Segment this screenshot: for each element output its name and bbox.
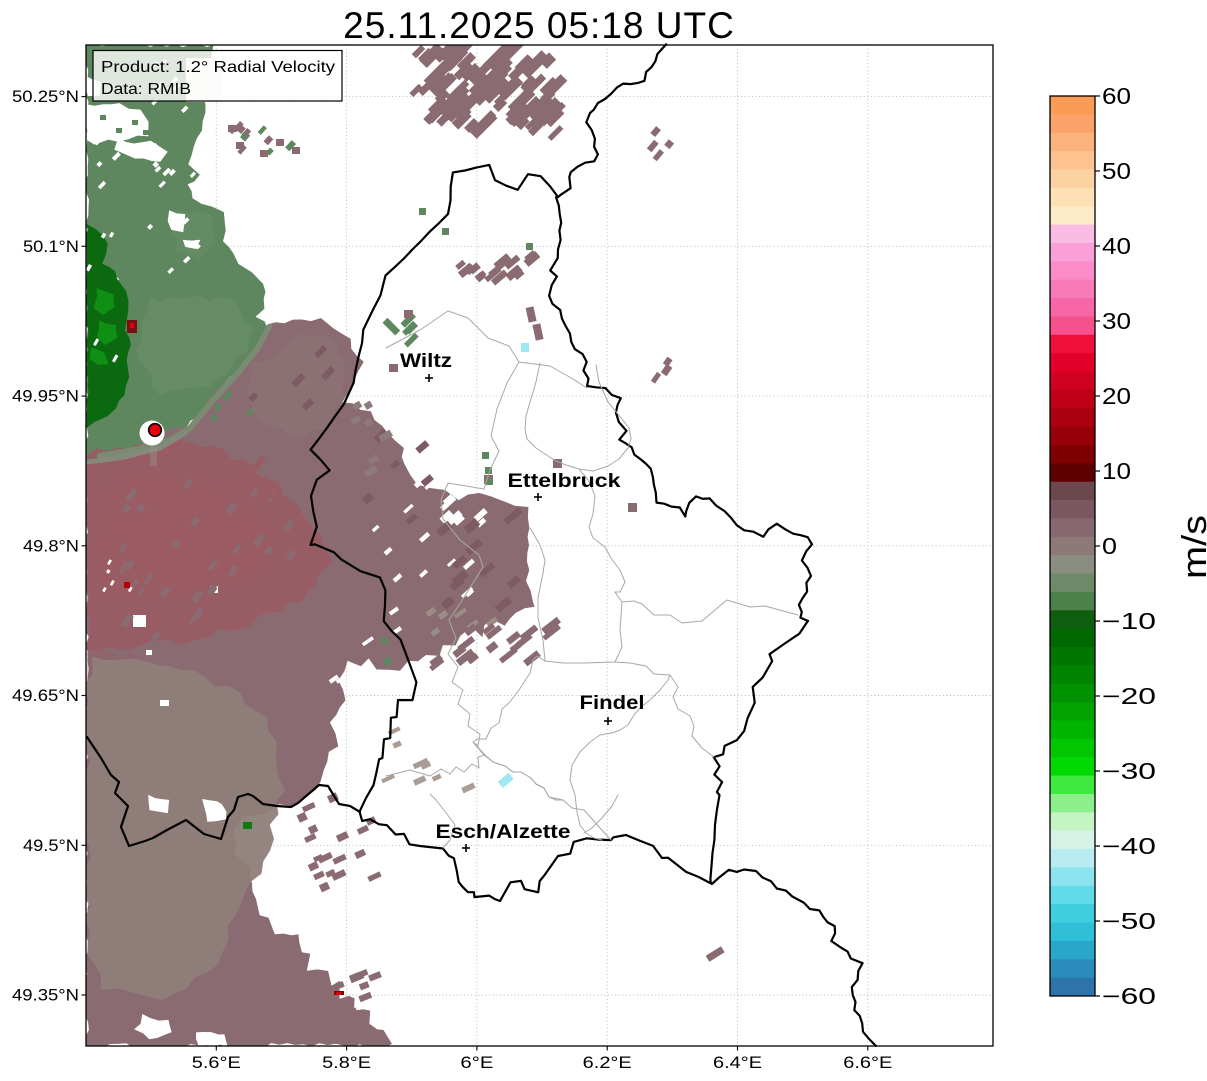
svg-text:Wiltz: Wiltz	[400, 351, 452, 372]
svg-text:Product: 1.2° Radial Velocity: Product: 1.2° Radial Velocity	[101, 59, 335, 76]
svg-text:−30: −30	[1102, 758, 1156, 784]
svg-text:Findel: Findel	[580, 693, 645, 714]
svg-text:5.8°E: 5.8°E	[322, 1054, 371, 1072]
svg-text:49.8°N: 49.8°N	[23, 537, 79, 555]
svg-text:−50: −50	[1102, 908, 1156, 934]
svg-text:5.6°E: 5.6°E	[192, 1054, 241, 1072]
svg-text:25.11.2025 05:18 UTC: 25.11.2025 05:18 UTC	[343, 5, 735, 46]
svg-text:6.2°E: 6.2°E	[583, 1054, 632, 1072]
svg-text:10: 10	[1102, 458, 1131, 484]
svg-text:40: 40	[1102, 233, 1131, 259]
svg-text:49.95°N: 49.95°N	[12, 388, 79, 406]
svg-text:Esch/Alzette: Esch/Alzette	[436, 822, 571, 843]
svg-text:Data: RMIB: Data: RMIB	[101, 81, 191, 98]
svg-text:m/s: m/s	[1176, 515, 1207, 579]
svg-text:50.1°N: 50.1°N	[23, 238, 79, 256]
svg-text:20: 20	[1102, 383, 1131, 409]
svg-text:49.35°N: 49.35°N	[12, 987, 79, 1005]
svg-text:Ettelbruck: Ettelbruck	[508, 471, 622, 492]
svg-text:49.65°N: 49.65°N	[12, 687, 79, 705]
svg-text:−60: −60	[1102, 983, 1156, 1009]
svg-text:50: 50	[1102, 158, 1131, 184]
svg-text:0: 0	[1102, 533, 1117, 559]
svg-text:60: 60	[1102, 83, 1131, 109]
svg-text:6°E: 6°E	[460, 1054, 493, 1072]
svg-text:30: 30	[1102, 308, 1131, 334]
svg-text:50.25°N: 50.25°N	[12, 88, 79, 106]
svg-text:6.6°E: 6.6°E	[843, 1054, 892, 1072]
svg-text:−40: −40	[1102, 833, 1156, 859]
svg-text:−10: −10	[1102, 608, 1156, 634]
svg-text:−20: −20	[1102, 683, 1156, 709]
svg-text:6.4°E: 6.4°E	[713, 1054, 762, 1072]
svg-text:49.5°N: 49.5°N	[23, 837, 79, 855]
